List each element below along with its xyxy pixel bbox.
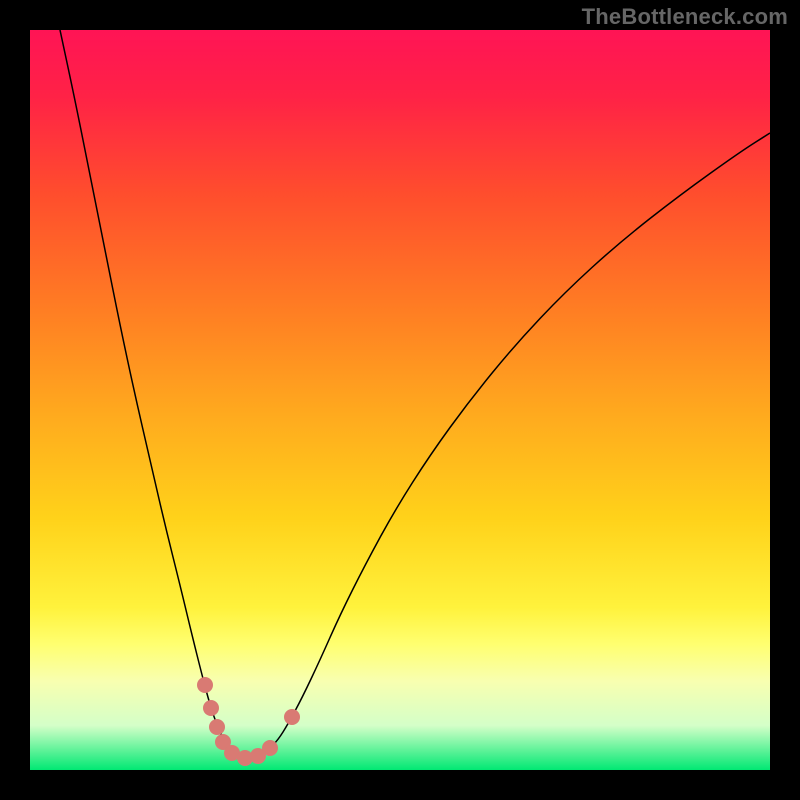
watermark-text: TheBottleneck.com [582, 4, 788, 30]
curves-layer [30, 30, 770, 770]
marker-dot [197, 677, 213, 693]
right-curve [248, 133, 770, 758]
marker-dot [209, 719, 225, 735]
marker-dot [203, 700, 219, 716]
marker-dot [262, 740, 278, 756]
plot-area [30, 30, 770, 770]
left-curve [60, 30, 248, 758]
chart-frame: TheBottleneck.com [0, 0, 800, 800]
marker-group [197, 677, 300, 766]
marker-dot [284, 709, 300, 725]
